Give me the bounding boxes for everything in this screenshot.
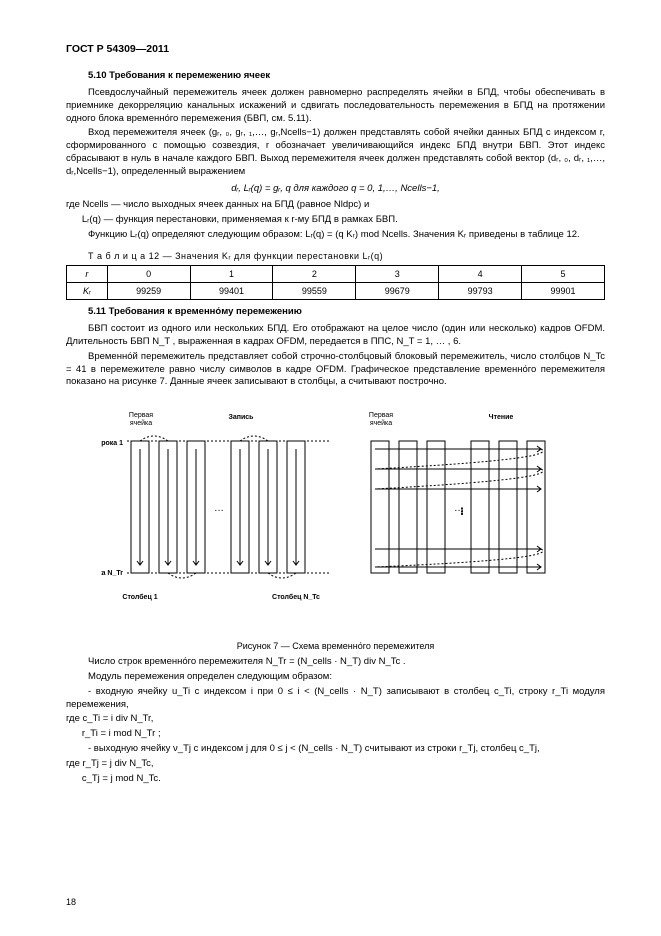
table-cell: 0 xyxy=(107,266,190,283)
fig-read-columns: … ⋮ xyxy=(371,441,545,573)
fig-label-first-cell-r: Первая xyxy=(368,412,392,419)
af-p6: - выходную ячейку ν_Tj с индексом j для … xyxy=(66,743,605,756)
table-head-k: Kᵣ xyxy=(67,283,108,300)
svg-text:⋮: ⋮ xyxy=(458,507,466,516)
s511-p1: БВП состоит из одного или нескольких БПД… xyxy=(66,323,605,349)
fig-label-row1: Строка 1 xyxy=(101,440,123,447)
fig-label-read: Чтение xyxy=(488,414,513,421)
table-cell: 99559 xyxy=(273,283,356,300)
table-cell: 1 xyxy=(190,266,273,283)
table-cell: 99401 xyxy=(190,283,273,300)
table-cell: 4 xyxy=(439,266,522,283)
table-cell: 3 xyxy=(356,266,439,283)
section-5-10-heading: 5.10 Требования к перемежению ячеек xyxy=(66,70,605,83)
fig-label-col1: Столбец 1 xyxy=(122,593,157,601)
s510-p2: Вход перемежителя ячеек (gᵣ, ₀, gᵣ, ₁,…,… xyxy=(66,127,605,178)
table-cell: 99679 xyxy=(356,283,439,300)
fig-write-columns: … xyxy=(131,436,305,578)
af-p4: где c_Ti = i div N_Tr, xyxy=(66,713,605,726)
page-number: 18 xyxy=(66,896,76,908)
table-cell: 99793 xyxy=(439,283,522,300)
table12-caption: Т а б л и ц а 12 — Значения Kᵣ для функц… xyxy=(66,250,605,262)
fig-label-first-cell: Первая xyxy=(128,412,152,419)
af-p5: r_Ti = i mod N_Tr ; xyxy=(66,728,605,741)
fig-label-first-cell-r2: ячейка xyxy=(369,419,391,427)
page: ГОСТ Р 54309—2011 5.10 Требования к пере… xyxy=(0,0,661,936)
s510-formula: dᵣ, Lᵣ(q) = gᵣ, q для каждого q = 0, 1,…… xyxy=(66,183,605,196)
table-cell: 2 xyxy=(273,266,356,283)
figure-7-caption: Рисунок 7 — Схема временно́го перемежите… xyxy=(66,640,605,652)
fig-label-colN: Столбец N_Tc xyxy=(272,593,320,601)
s510-p4: Lᵣ(q) — функция перестановки, применяема… xyxy=(66,214,605,227)
af-p8: c_Tj = j mod N_Tc. xyxy=(66,773,605,786)
s511-p2: Временно́й перемежитель представляет соб… xyxy=(66,351,605,389)
af-p3: - входную ячейку u_Ti с индексом i при 0… xyxy=(66,686,605,712)
af-p1: Число строк временно́го перемежителя N_T… xyxy=(66,656,605,669)
s510-p3: где Ncells — число выходных ячеек данных… xyxy=(66,199,605,212)
figure-7-svg: Первая ячейка Запись Строка 1 Строка N_T… xyxy=(101,399,571,629)
table-cell: 99901 xyxy=(522,283,605,300)
table-row: Kᵣ 99259 99401 99559 99679 99793 99901 xyxy=(67,283,605,300)
s510-p1: Псевдослучайный перемежитель ячеек долже… xyxy=(66,87,605,125)
fig-label-rowN: Строка N_Tr xyxy=(101,570,123,577)
figure-7: Первая ячейка Запись Строка 1 Строка N_T… xyxy=(66,399,605,652)
af-p2: Модуль перемежения определен следующим о… xyxy=(66,671,605,684)
table-cell: 99259 xyxy=(107,283,190,300)
table12: r 0 1 2 3 4 5 Kᵣ 99259 99401 99559 99679… xyxy=(66,265,605,300)
table-cell: 5 xyxy=(522,266,605,283)
svg-text:…: … xyxy=(214,503,224,514)
table-head-r: r xyxy=(67,266,108,283)
section-5-11-heading: 5.11 Требования к временно́му перемежени… xyxy=(66,306,605,319)
table-row: r 0 1 2 3 4 5 xyxy=(67,266,605,283)
af-p7: где r_Tj = j div N_Tc, xyxy=(66,758,605,771)
fig-label-first-cell-2: ячейка xyxy=(129,419,151,427)
document-standard: ГОСТ Р 54309—2011 xyxy=(66,42,605,56)
fig-label-write: Запись xyxy=(228,414,254,421)
s510-p5: Функцию Lᵣ(q) определяют следующим образ… xyxy=(66,229,605,242)
